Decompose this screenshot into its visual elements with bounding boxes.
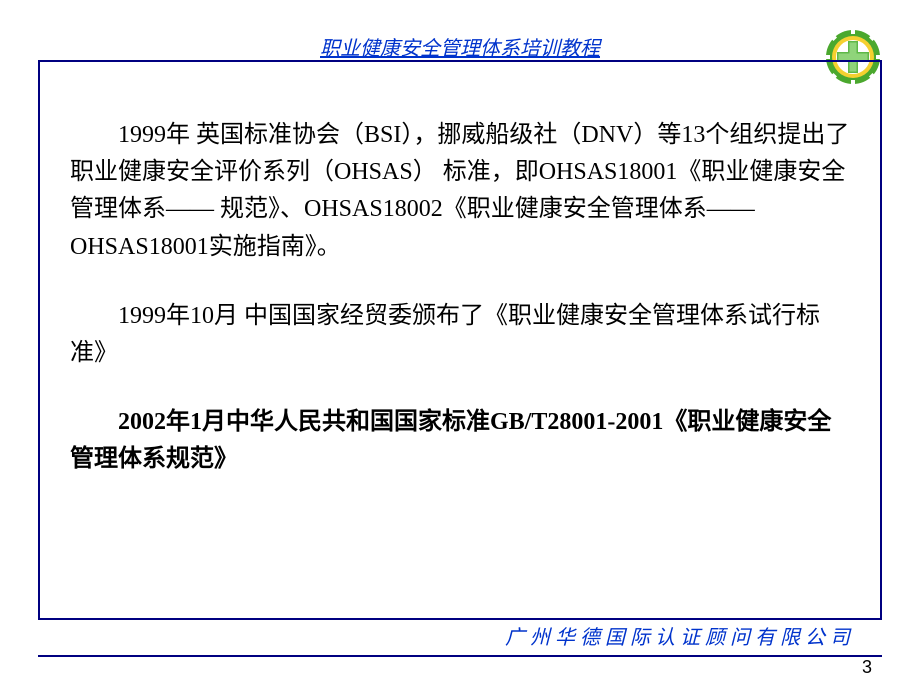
footer-divider — [38, 655, 882, 657]
content-body: 1999年 英国标准协会（BSI），挪威船级社（DNV）等13个组织提出了职业健… — [40, 62, 880, 499]
page-number: 3 — [862, 657, 872, 678]
content-frame: 1999年 英国标准协会（BSI），挪威船级社（DNV）等13个组织提出了职业健… — [38, 60, 882, 620]
header-title: 职业健康安全管理体系培训教程 — [0, 32, 920, 61]
footer-organization: 广 州 华 德 国 际 认 证 顾 问 有 限 公 司 — [505, 621, 850, 650]
paragraph-1: 1999年 英国标准协会（BSI），挪威船级社（DNV）等13个组织提出了职业健… — [70, 117, 850, 266]
paragraph-2: 1999年10月 中国国家经贸委颁布了《职业健康安全管理体系试行标准》 — [70, 298, 850, 372]
paragraph-3: 2002年1月中华人民共和国国家标准GB/T28001-2001《职业健康安全管… — [70, 404, 850, 478]
